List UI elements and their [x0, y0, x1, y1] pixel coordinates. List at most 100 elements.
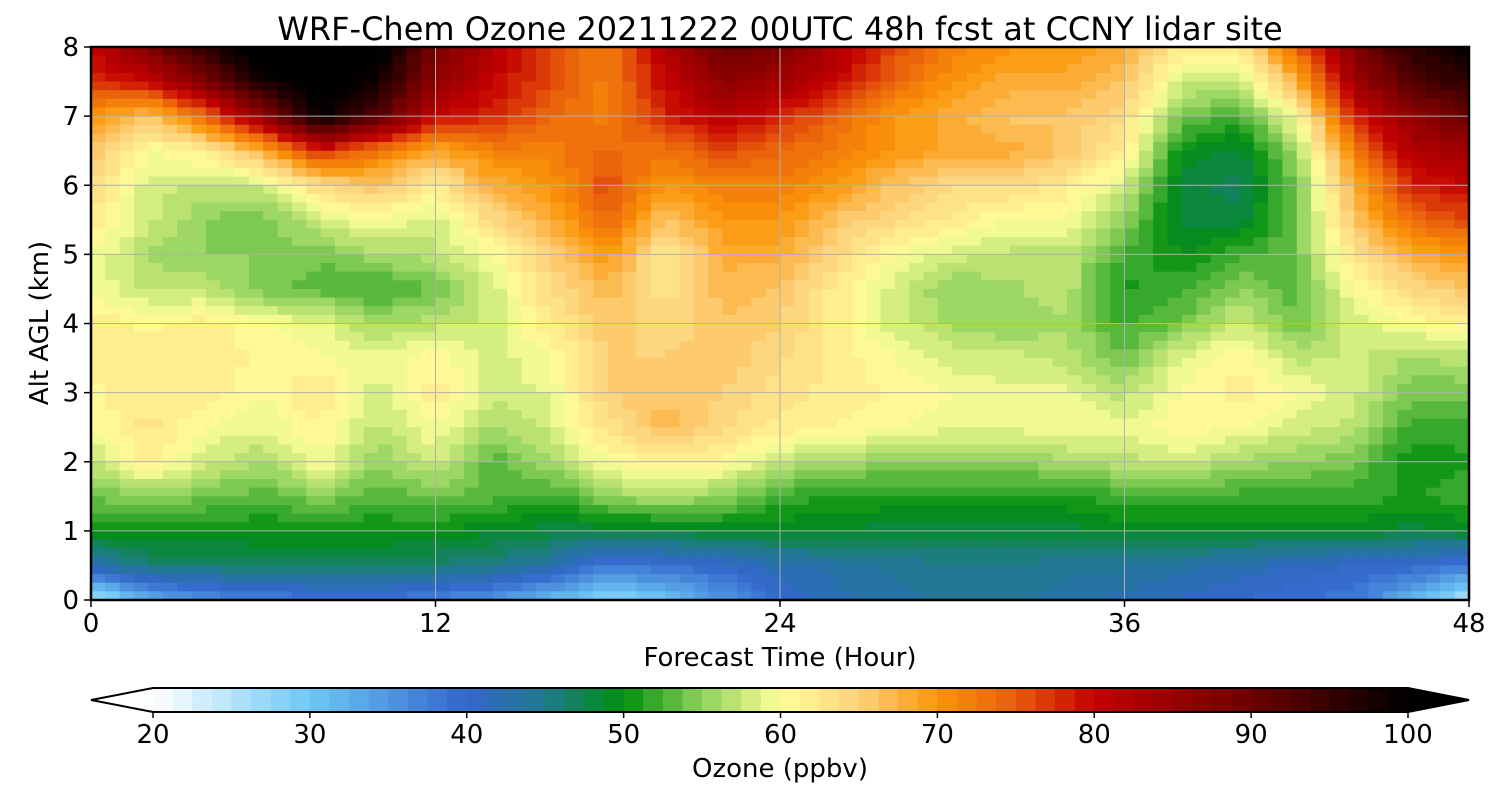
heatmap-cell	[780, 340, 795, 351]
heatmap-cell	[1440, 340, 1456, 351]
heatmap-cell	[1038, 271, 1054, 281]
heatmap-cell	[306, 64, 322, 74]
heatmap-cell	[1181, 323, 1197, 333]
heatmap-cell	[119, 349, 135, 359]
heatmap-cell	[306, 435, 322, 446]
heatmap-cell	[966, 228, 982, 238]
heatmap-cell	[363, 323, 379, 333]
heatmap-cell	[91, 245, 106, 255]
heatmap-cell	[306, 72, 322, 83]
heatmap-cell	[823, 435, 839, 446]
heatmap-cell	[1440, 383, 1456, 394]
heatmap-cell	[1253, 332, 1269, 342]
heatmap-cell	[1397, 271, 1413, 281]
heatmap-cell	[1167, 444, 1183, 454]
heatmap-cell	[952, 271, 968, 281]
heatmap-cell	[1067, 487, 1083, 497]
heatmap-cell	[148, 418, 164, 428]
heatmap-cell	[866, 176, 882, 186]
heatmap-cell	[1081, 263, 1097, 273]
heatmap-cell	[1181, 470, 1197, 480]
heatmap-cell	[177, 288, 193, 299]
heatmap-cell	[435, 159, 451, 169]
heatmap-cell	[1440, 202, 1456, 212]
heatmap-cell	[1425, 418, 1441, 428]
heatmap-cell	[162, 383, 178, 394]
heatmap-cell	[1038, 288, 1054, 299]
heatmap-cell	[177, 202, 193, 212]
heatmap-cell	[478, 228, 494, 238]
heatmap-cell	[105, 133, 121, 143]
heatmap-cell	[708, 444, 724, 454]
heatmap-cell	[1167, 90, 1183, 100]
heatmap-cell	[765, 150, 781, 160]
heatmap-cell	[535, 280, 551, 290]
heatmap-cell	[421, 453, 437, 463]
heatmap-cell	[736, 349, 752, 359]
heatmap-cell	[550, 228, 566, 238]
heatmap-cell	[1138, 124, 1154, 135]
heatmap-cell	[894, 487, 910, 497]
heatmap-cell	[693, 254, 709, 264]
heatmap-cell	[478, 340, 494, 351]
heatmap-cell	[492, 271, 508, 281]
heatmap-cell	[91, 124, 106, 135]
heatmap-cell	[535, 167, 551, 178]
heatmap-cell	[823, 228, 839, 238]
heatmap-cell	[679, 98, 695, 109]
heatmap-cell	[1425, 375, 1441, 385]
heatmap-cell	[162, 375, 178, 385]
heatmap-cell	[306, 323, 322, 333]
heatmap-cell	[894, 90, 910, 100]
heatmap-cell	[421, 193, 437, 204]
heatmap-cell	[966, 280, 982, 290]
heatmap-cell	[1253, 306, 1269, 316]
heatmap-cell	[521, 271, 537, 281]
heatmap-cell	[1382, 176, 1398, 186]
heatmap-cell	[205, 55, 221, 65]
heatmap-cell	[693, 98, 709, 109]
heatmap-cell	[823, 211, 839, 221]
heatmap-cell	[894, 323, 910, 333]
heatmap-cell	[134, 116, 150, 126]
heatmap-cell	[1224, 444, 1240, 454]
heatmap-cell	[291, 340, 307, 351]
heatmap-cell	[492, 383, 508, 394]
heatmap-cell	[995, 72, 1011, 83]
heatmap-cell	[220, 263, 236, 273]
heatmap-cell	[263, 487, 279, 497]
heatmap-cell	[650, 375, 666, 385]
heatmap-cell	[1253, 150, 1269, 160]
heatmap-cell	[751, 453, 767, 463]
heatmap-cell	[851, 366, 867, 376]
heatmap-cell	[306, 288, 322, 299]
heatmap-cell	[1425, 142, 1441, 152]
heatmap-cell	[1311, 81, 1327, 91]
heatmap-cell	[1354, 435, 1370, 446]
heatmap-cell	[464, 47, 480, 57]
heatmap-cell	[1296, 124, 1312, 135]
heatmap-cell	[1296, 409, 1312, 420]
heatmap-cell	[162, 64, 178, 74]
heatmap-cell	[736, 418, 752, 428]
heatmap-cell	[1368, 453, 1384, 463]
heatmap-cell	[708, 453, 724, 463]
heatmap-cell	[1124, 107, 1140, 117]
heatmap-cell	[1110, 349, 1126, 359]
heatmap-cell	[1325, 487, 1341, 497]
heatmap-cell	[1268, 254, 1283, 264]
heatmap-cell	[851, 193, 867, 204]
heatmap-cell	[780, 409, 795, 420]
heatmap-cell	[1124, 392, 1140, 402]
heatmap-cell	[263, 435, 279, 446]
heatmap-cell	[693, 159, 709, 169]
heatmap-cell	[335, 245, 350, 255]
heatmap-cell	[607, 64, 623, 74]
heatmap-cell	[535, 375, 551, 385]
heatmap-cell	[335, 116, 350, 126]
heatmap-cell	[1425, 237, 1441, 247]
heatmap-cell	[1138, 366, 1154, 376]
heatmap-cell	[650, 271, 666, 281]
heatmap-cell	[363, 358, 379, 368]
heatmap-cell	[866, 116, 882, 126]
